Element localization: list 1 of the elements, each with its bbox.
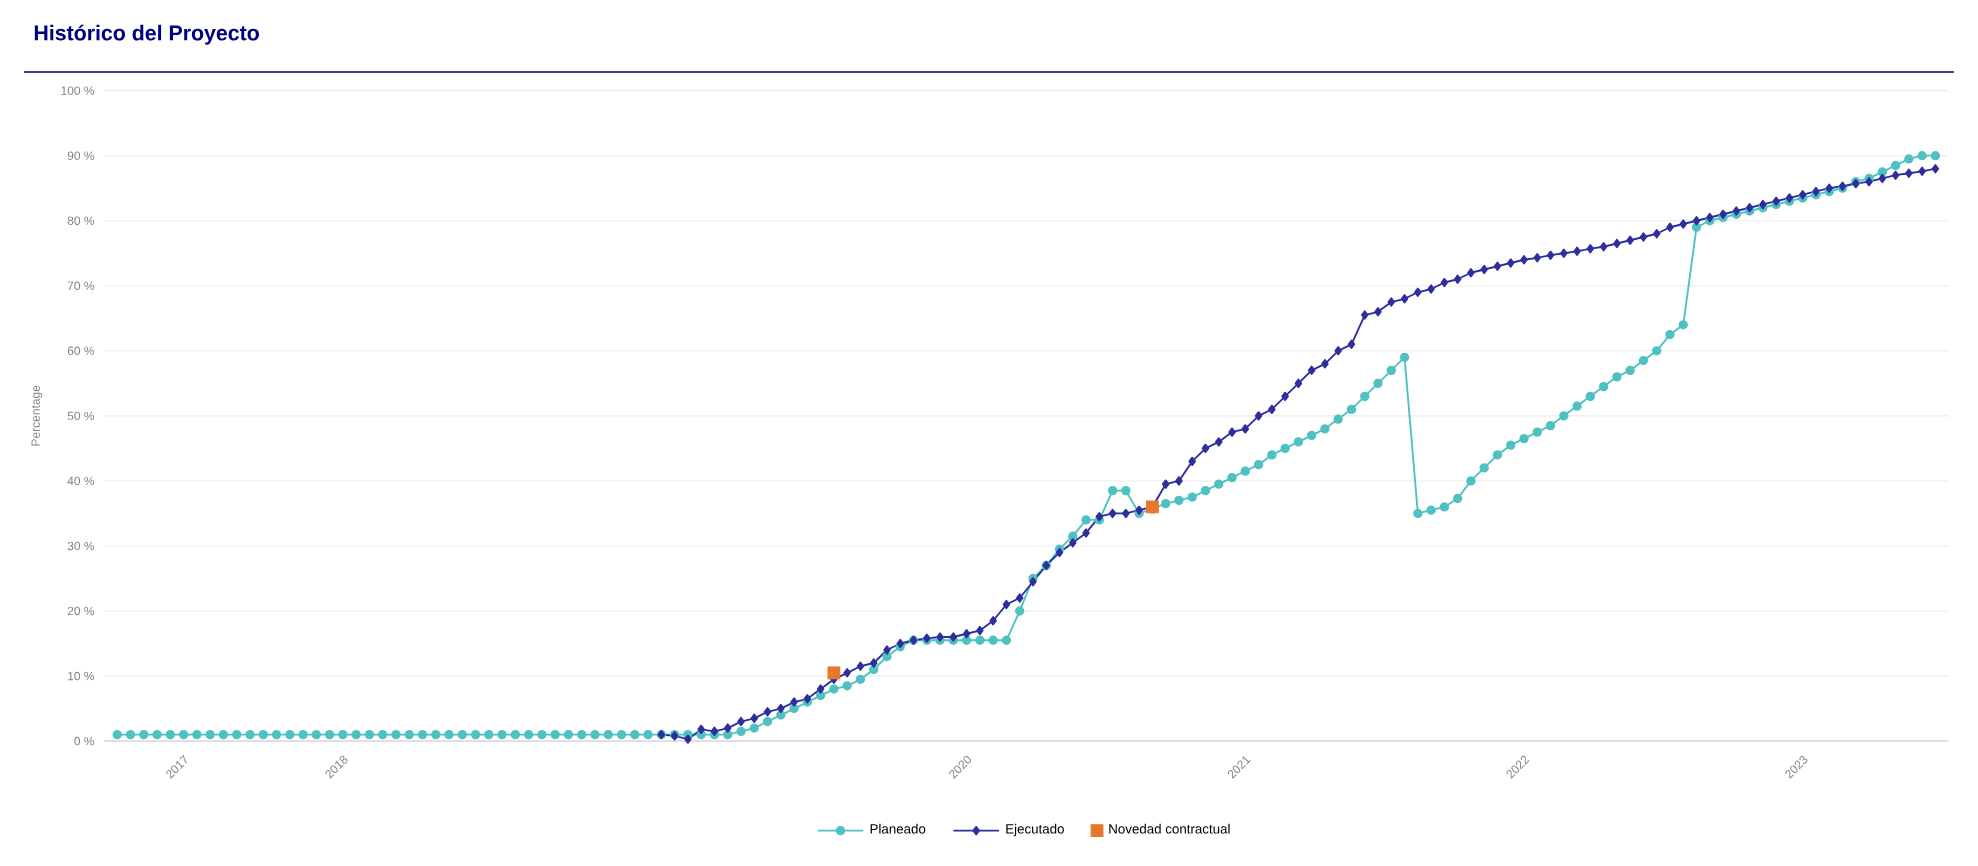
chart-title: Histórico del Proyecto: [34, 24, 259, 45]
